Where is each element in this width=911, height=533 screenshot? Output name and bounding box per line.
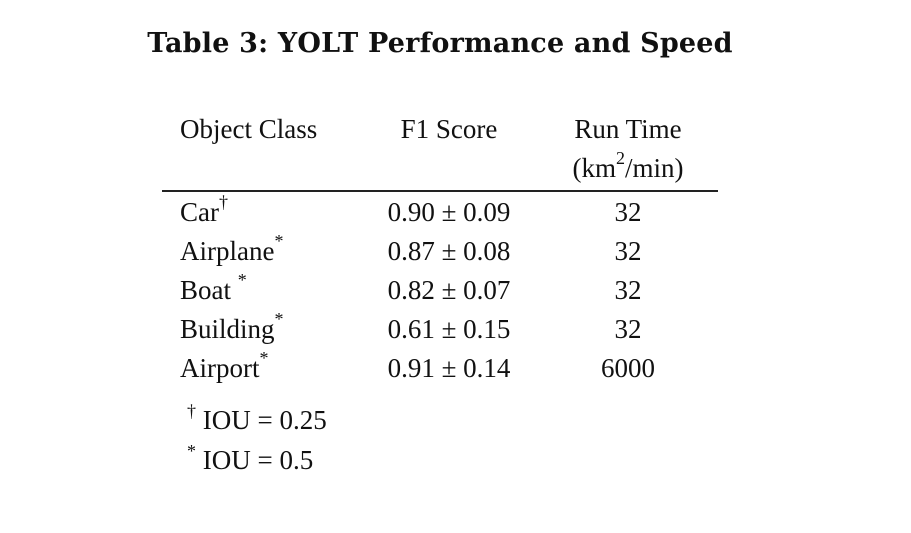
cell-run-time: 32 xyxy=(614,197,642,227)
cell-run-time: 32 xyxy=(614,236,642,266)
table-footnotes: † IOU = 0.25 * IOU = 0.5 xyxy=(187,400,327,480)
header-run-time-unit: (km2/min) xyxy=(538,149,718,188)
table-row: Airplane* 0.87 ± 0.08 32 xyxy=(162,232,718,271)
unit-prefix: (km xyxy=(572,153,617,183)
table-row: Car† 0.90 ± 0.09 32 xyxy=(162,193,718,232)
cell-object-class: Boat * xyxy=(162,271,360,310)
cell-f1-score: 0.61 ± 0.15 xyxy=(387,314,511,344)
class-name: Car xyxy=(180,197,219,227)
table-row: Boat * 0.82 ± 0.07 32 xyxy=(162,271,718,310)
cell-f1-score: 0.90 ± 0.09 xyxy=(387,197,511,227)
cell-run-time: 32 xyxy=(614,314,642,344)
class-name: Building xyxy=(180,314,275,344)
header-run-time: Run Time (km2/min) xyxy=(538,108,718,188)
footnote-asterisk: * IOU = 0.5 xyxy=(187,440,327,480)
class-mark: * xyxy=(259,348,269,368)
unit-suffix: /min) xyxy=(625,153,684,183)
table-header-row: Object Class F1 Score Run Time (km2/min) xyxy=(162,108,718,192)
unit-exponent: 2 xyxy=(616,148,625,168)
header-object-class: Object Class xyxy=(180,114,318,144)
class-name: Boat xyxy=(180,275,238,305)
table-row: Airport* 0.91 ± 0.14 6000 xyxy=(162,349,718,388)
cell-f1-score: 0.91 ± 0.14 xyxy=(387,353,511,383)
footnote-dagger: † IOU = 0.25 xyxy=(187,400,327,440)
cell-run-time: 6000 xyxy=(601,353,655,383)
header-run-time-line1: Run Time xyxy=(574,114,682,144)
class-name: Airplane xyxy=(180,236,275,266)
class-mark: * xyxy=(274,231,284,251)
class-name: Airport xyxy=(180,353,260,383)
footnote-text: IOU = 0.25 xyxy=(196,405,327,435)
cell-run-time: 32 xyxy=(614,275,642,305)
table-row: Building* 0.61 ± 0.15 32 xyxy=(162,310,718,349)
class-mark: † xyxy=(218,192,228,212)
footnote-mark: * xyxy=(187,441,196,461)
cell-object-class: Airplane* xyxy=(162,232,360,271)
cell-f1-score: 0.82 ± 0.07 xyxy=(387,275,511,305)
cell-object-class: Car† xyxy=(162,193,360,232)
table-body: Car† 0.90 ± 0.09 32 Airplane* 0.87 ± 0.0… xyxy=(162,192,718,388)
footnote-text: IOU = 0.5 xyxy=(196,445,314,475)
table-caption: Table 3: YOLT Performance and Speed xyxy=(147,28,733,59)
header-f1-score: F1 Score xyxy=(400,114,498,144)
cell-f1-score: 0.87 ± 0.08 xyxy=(387,236,511,266)
cell-object-class: Airport* xyxy=(162,349,360,388)
footnote-mark: † xyxy=(187,401,196,421)
results-table: Object Class F1 Score Run Time (km2/min)… xyxy=(162,108,718,388)
cell-object-class: Building* xyxy=(162,310,360,349)
class-mark: * xyxy=(274,309,284,329)
class-mark: * xyxy=(237,270,247,290)
